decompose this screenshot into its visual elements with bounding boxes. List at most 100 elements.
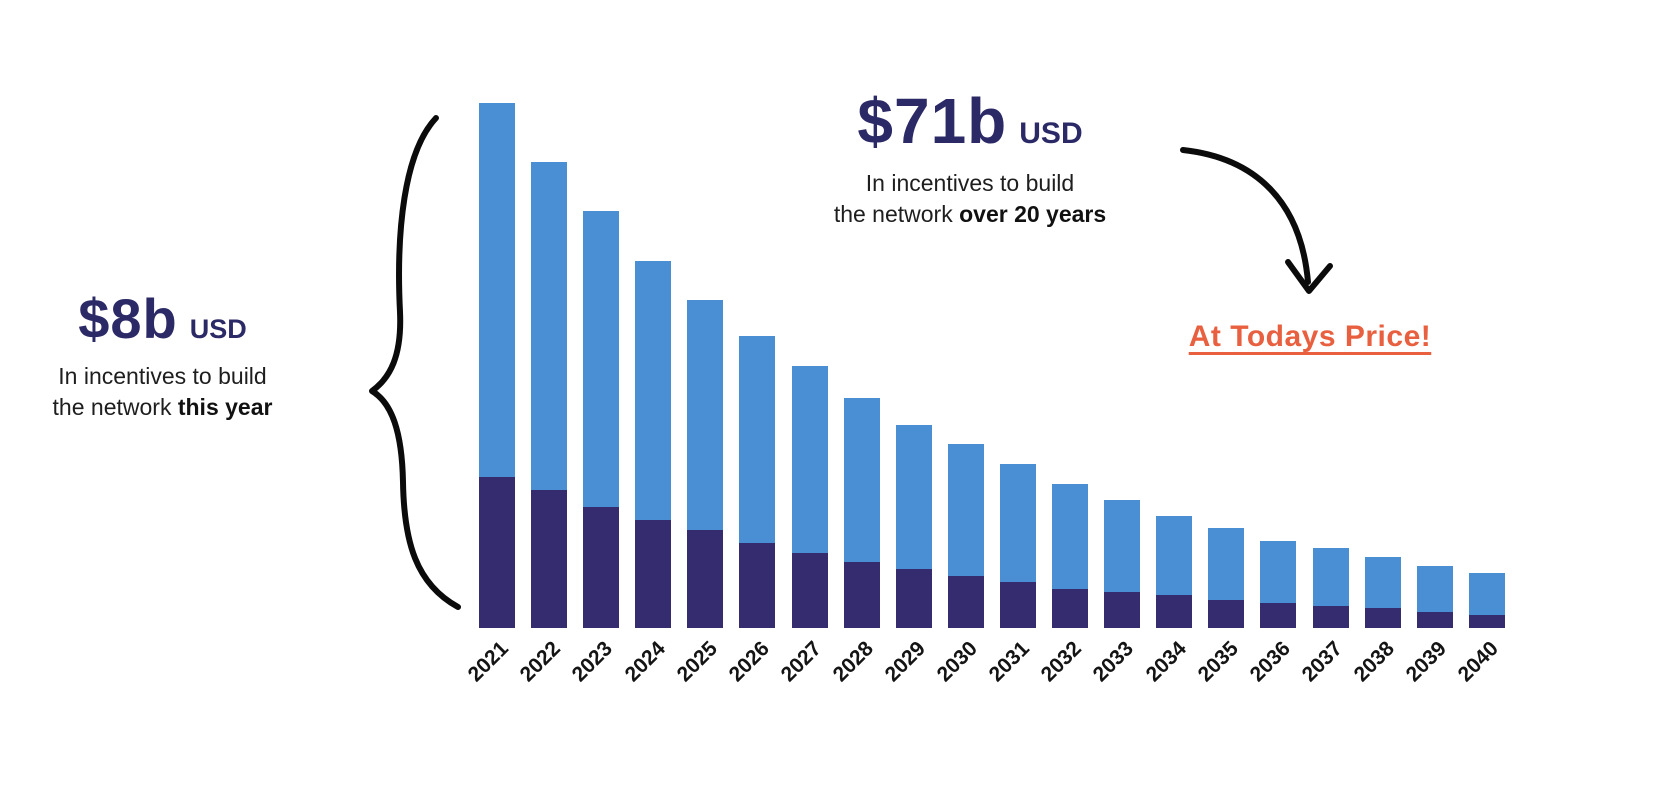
bar-segment-top <box>1416 565 1453 612</box>
amount-row: $8b USD <box>20 286 305 351</box>
bar-2024: 2024 <box>620 103 672 686</box>
bar-2035: 2035 <box>1193 103 1245 686</box>
desc-line2: the network <box>833 201 960 228</box>
bar-segment-bottom <box>999 582 1036 628</box>
bar-segment-bottom <box>1416 611 1453 628</box>
bar-2025: 2025 <box>672 103 724 686</box>
x-axis-label: 2025 <box>672 637 722 687</box>
bar-2037: 2037 <box>1297 103 1349 686</box>
x-axis-label: 2031 <box>984 637 1035 687</box>
bar-segment-top <box>583 211 620 507</box>
bar-segment-bottom <box>687 529 724 628</box>
x-axis-label: 2036 <box>1245 637 1295 687</box>
bar-segment-bottom <box>1364 608 1401 628</box>
desc-line2-bold: over 20 years <box>959 201 1107 228</box>
desc-line1: In incentives to build <box>58 363 267 389</box>
bar-segment-top <box>947 444 984 576</box>
bar-segment-top <box>635 260 672 520</box>
amount-row: $71b USD <box>800 84 1140 158</box>
bar-2026: 2026 <box>724 103 776 686</box>
price-note: At Todays Price! <box>1188 320 1432 353</box>
x-axis-label: 2035 <box>1193 637 1243 687</box>
bar-segment-top <box>895 424 932 569</box>
x-axis-label: 2038 <box>1349 637 1399 687</box>
bar-2023: 2023 <box>568 103 620 686</box>
bar-segment-top <box>739 335 776 543</box>
description-twenty-years: In incentives to build the network over … <box>800 168 1140 230</box>
bar-2028: 2028 <box>829 103 880 686</box>
x-axis-label: 2033 <box>1089 637 1139 687</box>
desc-line2: the network <box>52 394 178 421</box>
bar-segment-bottom <box>1156 595 1193 628</box>
description-this-year: In incentives to build the network this … <box>20 361 305 423</box>
bar-segment-bottom <box>947 575 984 628</box>
bar-segment-bottom <box>1312 605 1349 628</box>
bar-2030: 2030 <box>933 103 984 686</box>
bar-segment-bottom <box>1052 588 1089 628</box>
bar-segment-top <box>1260 540 1297 604</box>
bar-2031: 2031 <box>985 103 1036 686</box>
x-axis-label: 2039 <box>1401 637 1451 687</box>
bar-segment-top <box>1208 527 1245 600</box>
x-axis-label: 2027 <box>776 637 826 687</box>
bar-2027: 2027 <box>777 103 828 686</box>
bar-segment-bottom <box>635 519 672 628</box>
x-axis-label: 2034 <box>1141 637 1191 687</box>
bar-segment-top <box>999 463 1036 583</box>
bar-segment-bottom <box>895 568 932 628</box>
x-axis-label: 2040 <box>1453 637 1504 687</box>
callout-twenty-years: $71b USD In incentives to build the netw… <box>800 84 1140 230</box>
bar-2022: 2022 <box>516 103 568 686</box>
x-axis-label: 2022 <box>516 637 566 687</box>
bar-2021: 2021 <box>464 103 515 686</box>
bar-plot: 2021 2022 2023 2024 2025 2026 2027 2028 2029 2030… <box>464 103 1505 686</box>
bar-segment-bottom <box>531 490 568 628</box>
x-axis-label: 2029 <box>880 637 931 687</box>
bar-segment-top <box>479 103 515 478</box>
bar-segment-bottom <box>1104 591 1141 628</box>
bar-segment-bottom <box>791 552 828 628</box>
x-axis-label: 2032 <box>1036 637 1087 687</box>
x-axis-label: 2021 <box>463 637 514 687</box>
curly-brace-icon <box>369 115 461 610</box>
bar-segment-top <box>687 299 724 530</box>
bar-segment-top <box>1468 572 1505 615</box>
bar-segment-top <box>791 365 828 553</box>
bar-segment-top <box>1156 516 1193 596</box>
x-axis-label: 2024 <box>620 637 670 687</box>
bar-segment-bottom <box>1260 603 1297 628</box>
bar-2029: 2029 <box>881 103 932 686</box>
desc-line2-bold: this year <box>177 394 273 421</box>
bar-2034: 2034 <box>1141 103 1193 686</box>
amount-this-year: $8b <box>78 287 178 350</box>
currency-label: USD <box>1019 117 1083 150</box>
bar-segment-bottom <box>583 506 620 628</box>
currency-label: USD <box>189 314 247 344</box>
bar-segment-top <box>843 398 880 563</box>
bar-segment-bottom <box>1208 599 1245 628</box>
callout-this-year: $8b USD In incentives to build the netwo… <box>20 286 305 423</box>
bar-segment-bottom <box>479 477 515 628</box>
desc-line1: In incentives to build <box>865 170 1075 196</box>
bar-segment-top <box>1052 483 1089 589</box>
x-axis-label: 2026 <box>724 637 774 687</box>
bar-2032: 2032 <box>1037 103 1089 686</box>
x-axis-label: 2023 <box>568 637 618 687</box>
bar-segment-bottom <box>843 562 880 628</box>
bar-2040: 2040 <box>1454 103 1505 686</box>
x-axis-label: 2037 <box>1297 637 1347 687</box>
bar-segment-top <box>1364 557 1401 609</box>
bar-segment-top <box>531 162 568 491</box>
bar-2038: 2038 <box>1350 103 1401 686</box>
bar-segment-top <box>1312 547 1349 606</box>
x-axis-label: 2030 <box>932 637 983 687</box>
bar-segment-bottom <box>1468 614 1505 628</box>
amount-twenty-years: $71b <box>857 85 1008 157</box>
bar-2039: 2039 <box>1402 103 1453 686</box>
bar-segment-bottom <box>739 542 776 628</box>
bar-2036: 2036 <box>1245 103 1297 686</box>
x-axis-label: 2028 <box>828 637 878 687</box>
bar-2033: 2033 <box>1089 103 1141 686</box>
bar-segment-top <box>1104 500 1141 592</box>
